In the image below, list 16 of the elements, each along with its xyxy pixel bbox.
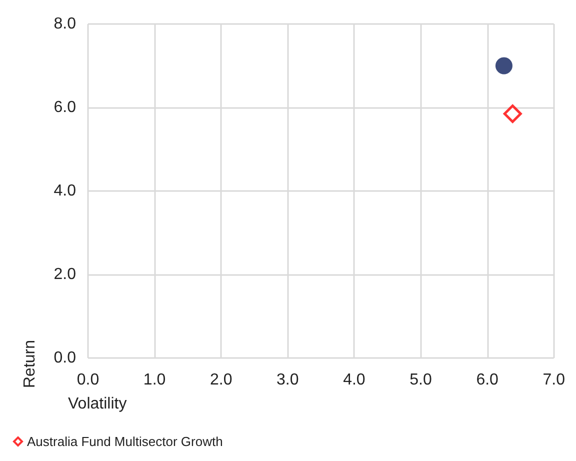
x-tick-label: 1.0 — [143, 372, 166, 388]
x-tick-label: 3.0 — [276, 372, 299, 388]
y-axis-title: Return — [22, 340, 38, 388]
y-tick-label: 2.0 — [54, 266, 76, 283]
x-axis-title: Volatility — [68, 396, 127, 412]
x-tick-label: 5.0 — [410, 372, 432, 388]
x-tick-label: 0.0 — [76, 372, 100, 388]
legend-label: Australia Fund Multisector Growth — [27, 434, 223, 449]
x-tick-label: 7.0 — [542, 372, 566, 388]
x-tick-label: 4.0 — [343, 372, 366, 388]
y-tick-label: 6.0 — [54, 99, 76, 116]
y-tick-label: 4.0 — [54, 182, 76, 200]
x-tick-label: 6.0 — [476, 372, 499, 388]
x-tick-label: 2.0 — [210, 372, 232, 388]
y-tick-label: 8.0 — [54, 16, 76, 32]
y-tick-label: 0.0 — [54, 350, 76, 366]
